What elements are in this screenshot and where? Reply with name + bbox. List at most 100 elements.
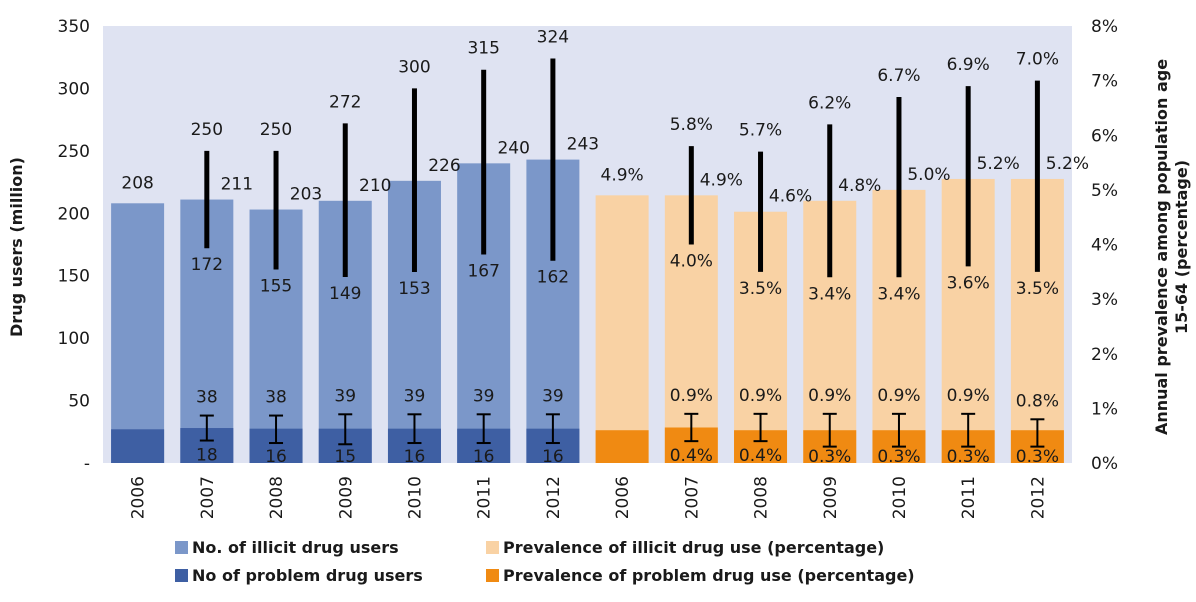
legend-label: Prevalence of illicit drug use (percenta… <box>503 538 884 557</box>
right-tick-label: 2% <box>1091 345 1118 365</box>
prevalence-problem-lower-label: 0.3% <box>1016 447 1059 467</box>
users-problem-lower-label: 16 <box>542 447 564 467</box>
users-problem-lower-label: 15 <box>334 447 356 467</box>
x-tick-label: 2012 <box>1028 476 1048 519</box>
prevalence-value-label: 5.0% <box>907 165 950 185</box>
right-axis-title-line2: 15-64 (percentage) <box>1172 160 1191 334</box>
x-tick-label: 2008 <box>752 476 772 519</box>
users-value-label: 210 <box>359 176 391 196</box>
users-problem-bar <box>111 429 165 463</box>
prevalence-lower-label: 3.5% <box>1016 279 1059 299</box>
x-tick-label: 2010 <box>405 476 425 519</box>
users-value-label: 226 <box>428 156 460 176</box>
prevalence-problem-lower-label: 0.3% <box>808 447 851 467</box>
x-tick-label: 2012 <box>544 476 564 519</box>
users-lower-label: 167 <box>467 261 499 281</box>
left-tick-label: 250 <box>58 142 90 162</box>
prevalence-value-label: 4.8% <box>838 176 881 196</box>
users-problem-upper-label: 39 <box>334 386 356 406</box>
prevalence-upper-label: 5.8% <box>670 115 713 135</box>
plot-area <box>103 26 1072 463</box>
x-tick-label: 2006 <box>613 476 633 519</box>
prevalence-bar <box>595 195 649 463</box>
legend-swatch <box>486 569 499 582</box>
users-value-label: 208 <box>121 173 153 193</box>
users-upper-label: 272 <box>329 92 361 112</box>
left-tick-label: 300 <box>58 79 90 99</box>
legend-swatch <box>486 541 499 554</box>
x-tick-label: 2010 <box>890 476 910 519</box>
prevalence-lower-label: 3.4% <box>877 284 920 304</box>
prevalence-problem-upper-label: 0.8% <box>1016 391 1059 411</box>
prevalence-problem-lower-label: 0.3% <box>877 447 920 467</box>
users-lower-label: 149 <box>329 284 361 304</box>
x-tick-label: 2009 <box>821 476 841 519</box>
legend: No. of illicit drug users Prevalence of i… <box>175 538 915 585</box>
prevalence-problem-upper-label: 0.9% <box>947 386 990 406</box>
prevalence-problem-bar <box>595 430 649 463</box>
users-upper-label: 250 <box>191 120 223 140</box>
right-tick-label: 6% <box>1091 126 1118 146</box>
users-upper-label: 315 <box>467 39 499 59</box>
x-tick-label: 2011 <box>959 476 979 519</box>
left-tick-label: 150 <box>58 267 90 287</box>
left-tick-label: 100 <box>58 329 90 349</box>
right-tick-label: 3% <box>1091 290 1118 310</box>
prevalence-problem-lower-label: 0.4% <box>739 446 782 466</box>
users-problem-upper-label: 38 <box>265 388 287 408</box>
prevalence-lower-label: 3.5% <box>739 279 782 299</box>
users-problem-lower-label: 16 <box>404 447 426 467</box>
left-tick-label: 200 <box>58 204 90 224</box>
users-problem-lower-label: 18 <box>196 446 218 466</box>
legend-swatch <box>175 541 188 554</box>
users-lower-label: 162 <box>537 268 569 288</box>
right-tick-label: 5% <box>1091 181 1118 201</box>
users-problem-upper-label: 38 <box>196 388 218 408</box>
prevalence-problem-upper-label: 0.9% <box>808 386 851 406</box>
prevalence-problem-upper-label: 0.9% <box>877 386 920 406</box>
users-lower-label: 153 <box>398 279 430 299</box>
left-tick-label: - <box>84 454 90 474</box>
users-value-label: 211 <box>221 175 253 195</box>
prevalence-value-label: 5.2% <box>977 154 1020 174</box>
right-tick-label: 0% <box>1091 454 1118 474</box>
x-tick-label: 2007 <box>198 476 218 519</box>
users-upper-label: 300 <box>398 57 430 77</box>
users-problem-upper-label: 39 <box>404 386 426 406</box>
x-tick-label: 2011 <box>475 476 495 519</box>
legend-label: No of problem drug users <box>192 566 423 585</box>
prevalence-upper-label: 6.7% <box>877 66 920 86</box>
prevalence-lower-label: 3.6% <box>947 273 990 293</box>
users-upper-label: 324 <box>537 27 569 47</box>
x-tick-label: 2007 <box>682 476 702 519</box>
users-problem-upper-label: 39 <box>542 386 564 406</box>
users-problem-lower-label: 16 <box>473 447 495 467</box>
legend-swatch <box>175 569 188 582</box>
legend-label: Prevalence of problem drug use (percenta… <box>503 566 915 585</box>
x-tick-label: 2008 <box>267 476 287 519</box>
users-value-label: 243 <box>567 135 599 155</box>
right-tick-label: 7% <box>1091 72 1118 92</box>
prevalence-problem-upper-label: 0.9% <box>670 386 713 406</box>
right-tick-label: 4% <box>1091 236 1118 256</box>
prevalence-value-label: 5.2% <box>1046 154 1089 174</box>
prevalence-upper-label: 5.7% <box>739 121 782 141</box>
prevalence-lower-label: 3.4% <box>808 284 851 304</box>
right-tick-label: 1% <box>1091 399 1118 419</box>
right-axis-title-line1: Annual prevalence among population age <box>1152 59 1171 435</box>
right-tick-label: 8% <box>1091 17 1118 37</box>
prevalence-lower-label: 4.0% <box>670 252 713 272</box>
users-upper-label: 250 <box>260 120 292 140</box>
prevalence-problem-lower-label: 0.4% <box>670 446 713 466</box>
prevalence-value-label: 4.9% <box>700 170 743 190</box>
users-problem-lower-label: 16 <box>265 447 287 467</box>
users-value-label: 203 <box>290 185 322 205</box>
users-lower-label: 172 <box>191 255 223 275</box>
prevalence-problem-upper-label: 0.9% <box>739 386 782 406</box>
left-tick-label: 350 <box>58 17 90 37</box>
users-lower-label: 155 <box>260 276 292 296</box>
prevalence-value-label: 4.6% <box>769 187 812 207</box>
x-tick-label: 2006 <box>129 476 149 519</box>
